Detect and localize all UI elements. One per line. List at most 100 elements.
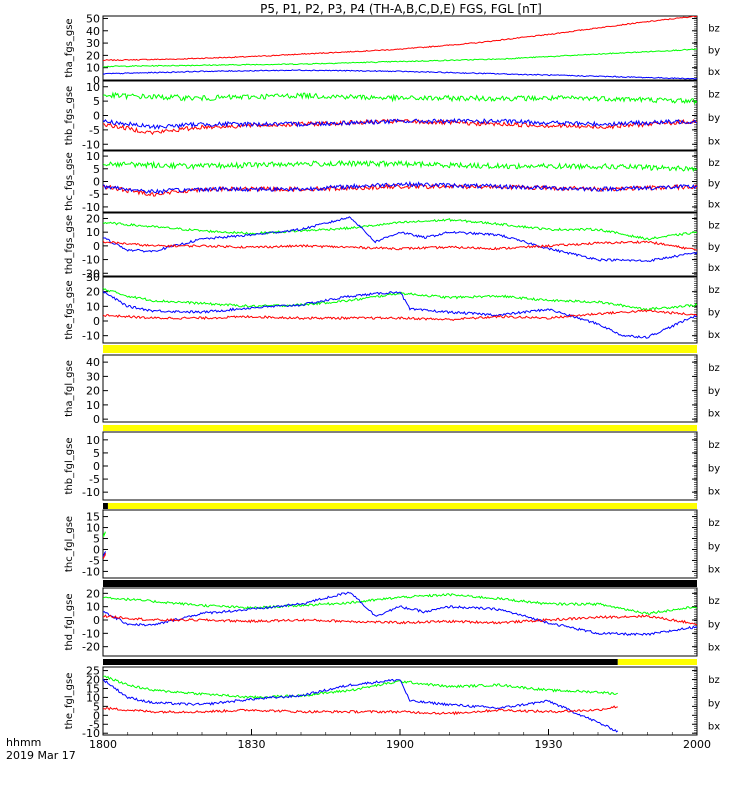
y-tick-label: 40 <box>86 25 100 38</box>
y-axis-label: tha_fgl_gse <box>64 360 75 417</box>
series-by <box>103 287 697 311</box>
y-tick-label: -10 <box>82 627 100 640</box>
y-tick-label: 50 <box>86 12 100 25</box>
legend-bz: bz <box>708 518 720 529</box>
legend-by: by <box>708 113 720 124</box>
y-tick-label: 0 <box>93 413 100 426</box>
chart-title: P5, P1, P2, P3, P4 (TH-A,B,C,D,E) FGS, F… <box>260 2 542 16</box>
y-axis-label: thb_fgl_gse <box>64 438 75 495</box>
legend-bz: bz <box>708 285 720 296</box>
y-tick-label: -5 <box>89 188 100 201</box>
y-axis-label: the_fgl_gse <box>64 673 75 730</box>
legend-bx: bx <box>708 199 720 210</box>
y-tick-label: -20 <box>82 267 100 280</box>
panel-frame <box>102 509 698 579</box>
y-tick-label: 10 <box>86 434 100 447</box>
y-tick-label: 5 <box>93 447 100 460</box>
status-bar-red <box>103 580 697 587</box>
y-tick-label: -10 <box>82 254 100 267</box>
legend-bx: bx <box>708 721 720 732</box>
y-tick-label: 40 <box>86 356 100 369</box>
y-tick-label: 0 <box>93 709 100 722</box>
x-axis: 1800 1830 1900 1930 2000 <box>89 729 711 751</box>
x-tick-label: 1830 <box>238 738 266 751</box>
y-axis-label: tha_fgs_gse <box>64 18 75 77</box>
y-tick-label: -20 <box>82 641 100 654</box>
y-tick-label: 5 <box>93 163 100 176</box>
panel-frame <box>102 15 698 81</box>
y-axis-label: thc_fgl_gse <box>64 516 75 572</box>
panel-frame <box>102 666 698 736</box>
y-tick-label: 20 <box>86 286 100 299</box>
y-tick-label: 20 <box>86 385 100 398</box>
y-tick-label: -5 <box>89 554 100 567</box>
legend-by: by <box>708 386 720 397</box>
legend-by: by <box>708 242 720 253</box>
y-tick-label: -5 <box>89 124 100 137</box>
y-tick-label: 0 <box>93 315 100 328</box>
legend-by: by <box>708 463 720 474</box>
series-by <box>103 593 697 615</box>
series-bx <box>103 591 697 636</box>
y-tick-label: 0 <box>93 176 100 189</box>
series-by <box>103 48 697 68</box>
legend-by: by <box>708 307 720 318</box>
legend-bz: bz <box>708 158 720 169</box>
series-bz <box>103 309 697 322</box>
y-tick-label: 15 <box>86 682 100 695</box>
y-tick-label: 10 <box>86 300 100 313</box>
y-tick-label: 10 <box>86 62 100 75</box>
y-tick-label: 10 <box>86 522 100 535</box>
legend-bx: bx <box>708 409 720 420</box>
series-bz <box>103 16 697 62</box>
legend-bx: bx <box>708 642 720 653</box>
y-tick-label: 15 <box>86 511 100 524</box>
series-bx <box>103 117 697 130</box>
series-bx <box>103 69 697 80</box>
status-bar-red <box>103 503 108 509</box>
y-tick-label: 5 <box>93 700 100 713</box>
x-tick-label: 1800 <box>89 738 117 751</box>
legend-bz: bz <box>708 89 720 100</box>
series-by <box>103 218 697 241</box>
y-axis-label: the_fgs_gse <box>64 280 75 339</box>
y-tick-label: 25 <box>86 665 100 678</box>
status-bar-yellow <box>107 503 697 509</box>
legend-bz: bz <box>708 363 720 374</box>
x-tick-label: 2000 <box>683 738 711 751</box>
panel-thb_fgs_gse: 105 0-5-10 thb_fgs_gse bz by bx <box>64 80 720 151</box>
series-bx <box>103 216 697 263</box>
legend-by: by <box>708 698 720 709</box>
y-tick-label: -10 <box>82 565 100 578</box>
series-bz <box>103 614 697 625</box>
legend-by: by <box>708 179 720 190</box>
status-bar-red <box>103 659 618 665</box>
y-tick-label: 10 <box>86 150 100 163</box>
status-bar-yellow <box>103 425 697 431</box>
y-axis-label: thd_fgl_gse <box>64 594 75 651</box>
panel-frame <box>102 212 698 277</box>
y-tick-label: 0 <box>93 74 100 87</box>
y-tick-label: 20 <box>86 587 100 600</box>
y-tick-label: 20 <box>86 212 100 225</box>
legend-bz: bz <box>708 675 720 686</box>
legend-by: by <box>708 45 720 56</box>
series-by <box>103 675 618 700</box>
panel-frame <box>102 431 698 501</box>
status-bar-yellow <box>617 659 697 665</box>
legend-bx: bx <box>708 486 720 497</box>
x-tick-label: 1930 <box>535 738 563 751</box>
y-axis-label: thc_fgs_gse <box>64 152 75 211</box>
series-bz <box>103 240 697 251</box>
y-tick-label: -5 <box>89 718 100 731</box>
y-tick-label: 20 <box>86 674 100 687</box>
legend-bx: bx <box>708 263 720 274</box>
